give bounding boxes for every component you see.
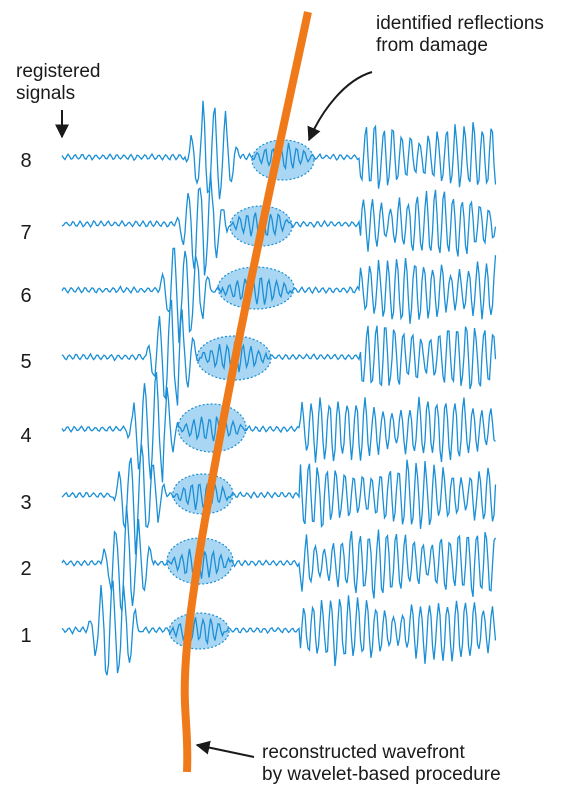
signal-trace-3 (61, 444, 497, 555)
wavefront-curve (180, 11, 312, 773)
wavefront-label-line1: reconstructed wavefront (262, 742, 465, 763)
signal-number-3: 3 (20, 492, 32, 514)
reflections-label-line2: from damage (376, 35, 488, 56)
signal-trace-5 (61, 299, 497, 406)
signal-traces (61, 100, 497, 676)
signal-number-8: 8 (20, 150, 32, 172)
signal-number-6: 6 (20, 285, 32, 307)
signal-trace-1 (61, 580, 497, 676)
signal-trace-2 (61, 505, 497, 612)
signal-number-5: 5 (20, 351, 32, 373)
registered-label-line2: signals (16, 83, 76, 104)
signal-number-2: 2 (20, 558, 32, 580)
reflections-label-line1: identified reflections (376, 13, 544, 34)
reflections-arrow (307, 71, 373, 142)
signal-number-4: 4 (20, 425, 32, 447)
signal-trace-6 (61, 247, 497, 344)
signal-trace-4 (61, 371, 496, 483)
registered-label-line1: registered (16, 61, 101, 82)
reflection-highlights (166, 139, 315, 650)
wavefront-arrow (195, 740, 255, 758)
signal-number-1: 1 (20, 625, 32, 647)
wavefront-label-line2: by wavelet-based procedure (262, 764, 501, 785)
signal-number-7: 7 (20, 222, 32, 244)
reflection-ellipse-1 (168, 612, 230, 650)
signal-trace-7 (61, 172, 497, 276)
